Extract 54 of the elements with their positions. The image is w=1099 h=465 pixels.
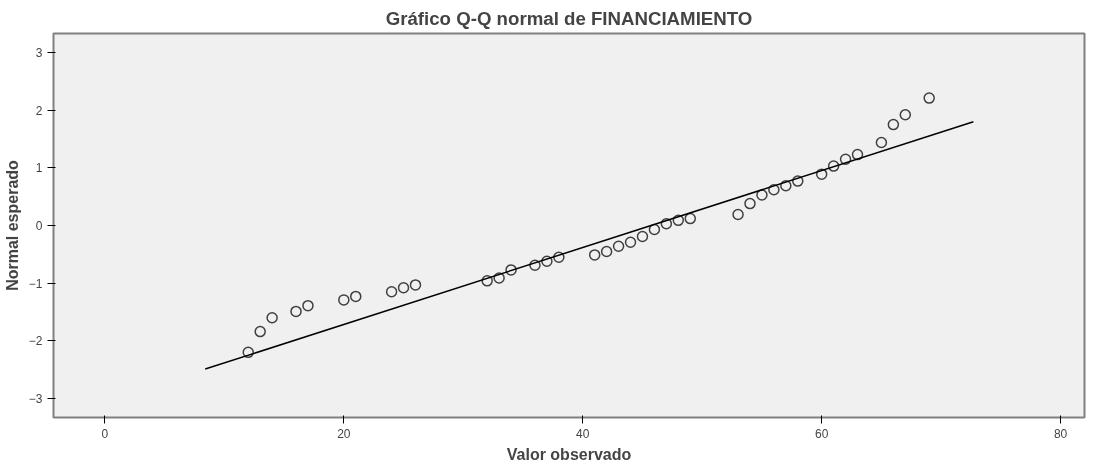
point [875, 136, 888, 149]
point [529, 259, 541, 272]
point [302, 299, 314, 312]
point [839, 153, 852, 165]
point [397, 282, 410, 294]
x-tick-label: 60 [815, 426, 829, 441]
point [636, 230, 649, 243]
x-tick-label: 80 [1053, 426, 1068, 441]
y-axis-title: Normal esperado [3, 159, 21, 291]
point [254, 325, 266, 338]
point [266, 312, 278, 324]
x-tick-label: 20 [337, 426, 351, 441]
point [481, 275, 493, 287]
x-tick-label: 0 [101, 426, 109, 441]
point [350, 290, 362, 303]
point [899, 109, 912, 121]
point [505, 264, 517, 276]
point [660, 218, 673, 230]
x-axis-title: Valor observado [506, 445, 632, 463]
y-tick-label: −3 [28, 391, 43, 406]
point [923, 92, 935, 104]
point [732, 208, 744, 221]
point [684, 212, 697, 225]
chart-title: Gráfico Q-Q normal de FINANCIAMIENTO [385, 7, 753, 29]
point [290, 305, 302, 318]
point [744, 197, 756, 210]
point [768, 184, 780, 196]
point [780, 179, 792, 192]
y-tick-label: −1 [28, 276, 43, 291]
point [541, 255, 553, 267]
point [600, 245, 613, 258]
point [588, 249, 601, 261]
x-tick-label: 40 [576, 426, 590, 441]
point [672, 214, 685, 227]
point [553, 251, 565, 263]
point [827, 160, 840, 172]
point [792, 175, 804, 187]
point [624, 236, 637, 248]
y-tick-label: 2 [35, 103, 43, 118]
y-tick-label: 1 [35, 161, 43, 176]
point [493, 272, 505, 284]
y-tick-label: −2 [28, 334, 43, 349]
point [887, 118, 900, 131]
point [385, 286, 398, 298]
point [338, 294, 350, 306]
point [756, 189, 768, 201]
point [612, 240, 625, 252]
y-tick-label: 0 [35, 219, 43, 233]
y-tick-label: 3 [35, 46, 43, 61]
point [409, 279, 422, 291]
point [648, 223, 661, 236]
point [242, 346, 254, 359]
point [815, 168, 828, 180]
point [851, 148, 864, 161]
